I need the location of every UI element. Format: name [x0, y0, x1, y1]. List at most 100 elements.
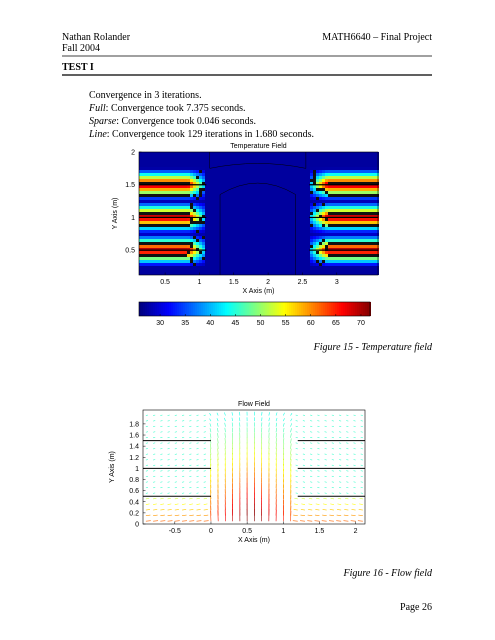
- caption: Figure 16 - Flow field: [342, 568, 433, 579]
- colorbar-cell: [247, 302, 249, 316]
- field-cell: [226, 260, 229, 263]
- field-cell: [139, 167, 142, 170]
- field-cell: [145, 248, 148, 251]
- field-cell: [187, 209, 190, 212]
- field-cell: [160, 203, 163, 206]
- flow-arrow: [209, 433, 212, 438]
- field-cell: [214, 179, 217, 182]
- flow-arrow: [307, 520, 313, 522]
- field-cell: [373, 179, 376, 182]
- field-cell: [205, 254, 208, 257]
- field-cell: [358, 158, 361, 161]
- flow-arrow: [310, 459, 313, 461]
- flow-arrow: [282, 427, 285, 433]
- field-cell: [148, 239, 151, 242]
- field-cell: [328, 191, 331, 194]
- field-cell: [358, 215, 361, 218]
- field-cell: [307, 179, 310, 182]
- flow-arrow: [338, 492, 342, 494]
- field-cell: [163, 164, 166, 167]
- field-cell: [310, 269, 313, 272]
- flow-arrow: [160, 475, 163, 478]
- flow-arrow: [324, 453, 327, 455]
- field-cell: [166, 194, 169, 197]
- field-cell: [343, 251, 346, 254]
- field-cell: [358, 263, 361, 266]
- flow-arrow: [290, 438, 292, 444]
- flow-arrow: [310, 475, 313, 478]
- flow-arrow: [181, 420, 185, 422]
- field-cell: [151, 209, 154, 212]
- field-cell: [343, 188, 346, 191]
- field-cell: [280, 263, 283, 266]
- field-cell: [241, 170, 244, 173]
- field-cell: [208, 236, 211, 239]
- field-cell: [196, 182, 199, 185]
- field-cell: [163, 200, 166, 203]
- field-cell: [271, 197, 274, 200]
- field-cell: [184, 239, 187, 242]
- field-cell: [232, 194, 235, 197]
- field-cell: [367, 224, 370, 227]
- field-cell: [229, 248, 232, 251]
- field-cell: [322, 206, 325, 209]
- field-cell: [307, 188, 310, 191]
- field-cell: [322, 155, 325, 158]
- field-cell: [229, 209, 232, 212]
- field-cell: [355, 179, 358, 182]
- field-cell: [373, 221, 376, 224]
- field-cell: [178, 167, 181, 170]
- field-cell: [214, 242, 217, 245]
- field-cell: [343, 263, 346, 266]
- x-tick-label: -0.5: [169, 528, 181, 535]
- field-cell: [217, 230, 220, 233]
- x-tick-label: 2: [266, 279, 270, 286]
- field-cell: [310, 176, 313, 179]
- field-cell: [373, 260, 376, 263]
- flow-arrow: [160, 436, 163, 439]
- field-cell: [151, 173, 154, 176]
- field-cell: [238, 158, 241, 161]
- flow-arrow: [160, 492, 163, 494]
- field-cell: [238, 218, 241, 221]
- field-cell: [220, 212, 223, 215]
- field-cell: [166, 191, 169, 194]
- field-cell: [226, 176, 229, 179]
- field-cell: [337, 194, 340, 197]
- field-cell: [142, 197, 145, 200]
- field-cell: [211, 182, 214, 185]
- field-cell: [367, 191, 370, 194]
- field-cell: [364, 260, 367, 263]
- field-cell: [214, 158, 217, 161]
- flow-arrow: [322, 503, 327, 505]
- field-cell: [220, 227, 223, 230]
- field-cell: [211, 248, 214, 251]
- field-cell: [226, 215, 229, 218]
- field-cell: [292, 239, 295, 242]
- field-cell: [304, 188, 307, 191]
- field-cell: [262, 272, 265, 275]
- field-cell: [328, 215, 331, 218]
- colorbar-cell: [195, 302, 197, 316]
- field-cell: [298, 155, 301, 158]
- field-cell: [283, 212, 286, 215]
- field-cell: [298, 269, 301, 272]
- field-cell: [349, 203, 352, 206]
- field-cell: [319, 236, 322, 239]
- field-cell: [169, 152, 172, 155]
- field-cell: [190, 242, 193, 245]
- field-cell: [196, 218, 199, 221]
- field-cell: [337, 260, 340, 263]
- field-cell: [187, 152, 190, 155]
- field-cell: [334, 158, 337, 161]
- field-cell: [190, 194, 193, 197]
- field-cell: [142, 164, 145, 167]
- label: Line: [88, 129, 107, 140]
- flow-arrow: [310, 431, 313, 433]
- field-cell: [148, 224, 151, 227]
- field-cell: [187, 215, 190, 218]
- field-cell: [268, 269, 271, 272]
- field-cell: [151, 266, 154, 269]
- field-cell: [283, 257, 286, 260]
- field-cell: [262, 236, 265, 239]
